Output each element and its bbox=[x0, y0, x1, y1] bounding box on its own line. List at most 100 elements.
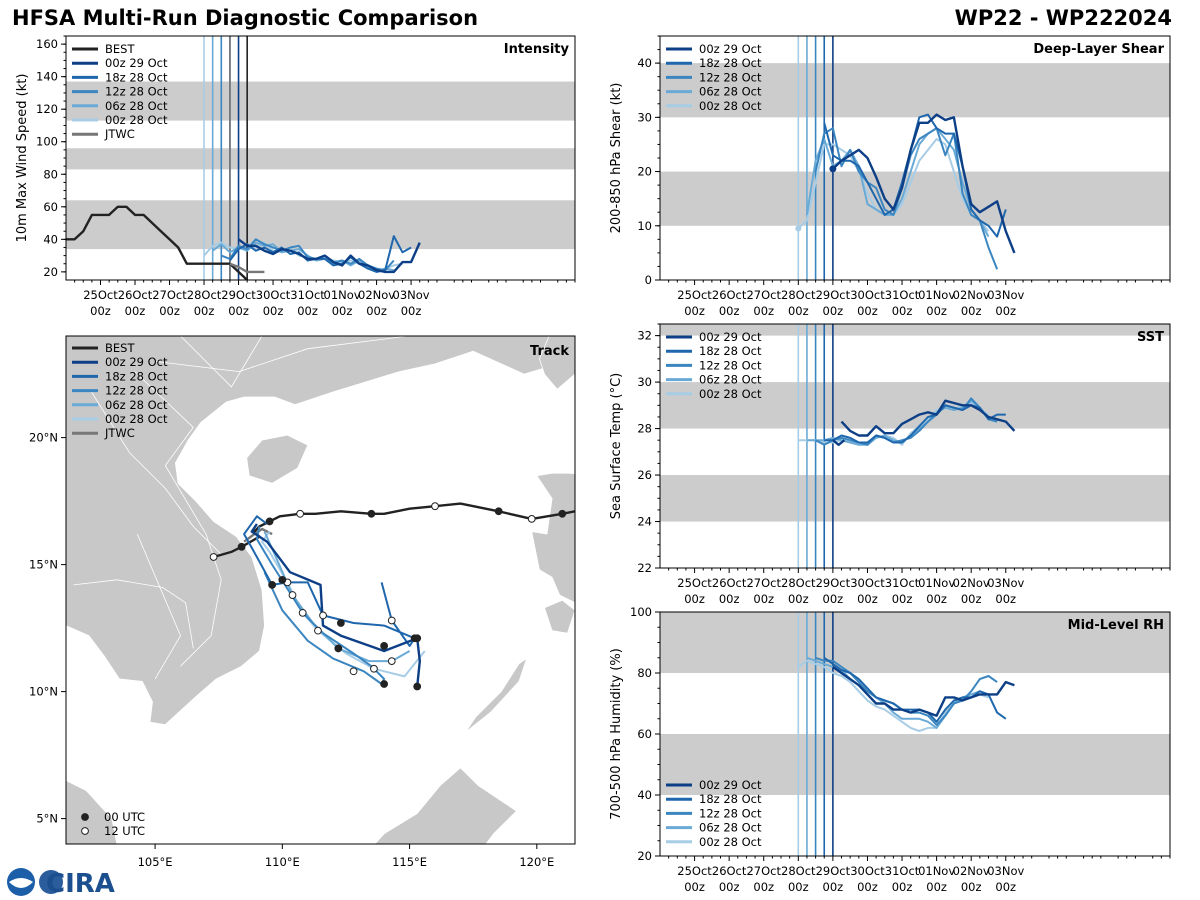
y-tick-label: 40 bbox=[637, 56, 652, 70]
threshold-band bbox=[66, 148, 575, 170]
x-tick-label: 26Oct bbox=[118, 288, 153, 302]
x-tick-label: 00z bbox=[995, 304, 1016, 318]
x-tick-label: 115°E bbox=[392, 855, 427, 869]
y-tick-label: 60 bbox=[43, 200, 58, 214]
x-tick-label: 00z bbox=[857, 592, 878, 606]
x-tick-label: 105°E bbox=[138, 855, 173, 869]
x-tick-label: 03Nov bbox=[987, 864, 1024, 878]
legend-label: 12 UTC bbox=[104, 824, 145, 838]
x-tick-label: 28Oct bbox=[781, 288, 816, 302]
x-tick-label: 00z bbox=[961, 304, 982, 318]
legend-label: 00z 28 Oct bbox=[699, 387, 762, 401]
x-tick-label: 31Oct bbox=[290, 288, 325, 302]
series-line bbox=[66, 205, 249, 280]
series-line bbox=[237, 238, 421, 274]
y-tick-label: 30 bbox=[637, 110, 652, 124]
y-tick-label: 15°N bbox=[29, 558, 58, 572]
legend-label: BEST bbox=[105, 341, 135, 355]
x-tick-label: 28Oct bbox=[187, 288, 222, 302]
x-tick-label: 00z bbox=[194, 304, 215, 318]
legend-label: 00z 28 Oct bbox=[699, 99, 762, 113]
x-tick-label: 00z bbox=[753, 592, 774, 606]
x-tick-label: 00z bbox=[857, 880, 878, 894]
y-tick-label: 100 bbox=[36, 135, 58, 149]
x-tick-label: 01Nov bbox=[918, 288, 955, 302]
x-tick-label: 25Oct bbox=[677, 288, 712, 302]
x-tick-label: 29Oct bbox=[816, 864, 851, 878]
panel-mid-level-rh: 20 40 60 80 100 25Oct 00z 26Oct 00z 27Oct 00z 28Oct… bbox=[609, 605, 1171, 894]
x-tick-label: 00z bbox=[366, 304, 387, 318]
threshold-band bbox=[660, 612, 1170, 673]
y-axis-label: 200-850 hPa Shear (kt) bbox=[609, 83, 624, 234]
legend-label: 18z 28 Oct bbox=[105, 70, 168, 84]
y-tick-label: 24 bbox=[637, 515, 652, 529]
y-tick-label: 80 bbox=[637, 666, 652, 680]
panel-deep-layer-shear: 0 10 20 30 40 25Oct 00z 26Oct 00z 27Oct 00z 28Oct 00… bbox=[609, 35, 1171, 318]
land-luzon bbox=[531, 336, 575, 604]
threshold-band bbox=[66, 81, 575, 121]
x-tick-label: 00z bbox=[892, 880, 913, 894]
x-tick-label: 02Nov bbox=[358, 288, 395, 302]
x-tick-label: 00z bbox=[823, 880, 844, 894]
x-tick-label: 00z bbox=[892, 592, 913, 606]
panel-track: 105°E 110°E 115°E 120°E 5°N 10°N 15°N 20°N Track… bbox=[29, 335, 576, 869]
panel-title: SST bbox=[1137, 330, 1164, 345]
border-line bbox=[91, 391, 222, 555]
y-tick-label: 20°N bbox=[29, 431, 58, 445]
y-tick-label: 30 bbox=[637, 375, 652, 389]
marker-00utc bbox=[268, 581, 277, 589]
y-tick-label: 40 bbox=[637, 788, 652, 802]
x-tick-label: 00z bbox=[823, 304, 844, 318]
x-tick-label: 03Nov bbox=[987, 288, 1024, 302]
legend-label: 00z 29 Oct bbox=[699, 330, 762, 344]
land-borneo bbox=[272, 767, 518, 844]
land-group bbox=[66, 336, 575, 844]
legend-label: 06z 28 Oct bbox=[699, 821, 762, 835]
x-tick-label: 28Oct bbox=[781, 576, 816, 590]
panel-sst: 22 24 26 28 30 32 25Oct 00z 26Oct 00z 27Oct 00z 28Oc… bbox=[609, 323, 1171, 606]
series-line bbox=[832, 665, 1015, 717]
x-tick-label: 00z bbox=[961, 592, 982, 606]
track-line bbox=[243, 515, 416, 647]
cira-logo: CIRA bbox=[7, 868, 115, 898]
threshold-band bbox=[660, 382, 1170, 429]
y-tick-label: 40 bbox=[43, 232, 58, 246]
x-tick-label: 27Oct bbox=[746, 288, 781, 302]
series-line bbox=[806, 656, 989, 729]
threshold-band bbox=[660, 63, 1170, 118]
series-line bbox=[823, 656, 1007, 723]
x-tick-label: 00z bbox=[961, 880, 982, 894]
x-tick-label: 31Oct bbox=[885, 576, 920, 590]
y-tick-label: 60 bbox=[637, 727, 652, 741]
y-axis-label: 10m Max Wind Speed (kt) bbox=[15, 74, 30, 243]
marker-12utc bbox=[319, 611, 327, 620]
x-tick-label: 27Oct bbox=[746, 576, 781, 590]
land-taiwan bbox=[538, 336, 575, 390]
series-line bbox=[832, 113, 1016, 254]
marker-12utc bbox=[314, 626, 322, 635]
x-tick-label: 01Nov bbox=[918, 576, 955, 590]
x-tick-label: 00z bbox=[159, 304, 180, 318]
y-tick-label: 22 bbox=[637, 561, 652, 575]
marker-12utc bbox=[298, 608, 307, 617]
x-tick-label: 03Nov bbox=[987, 576, 1024, 590]
marker-12utc bbox=[387, 616, 396, 625]
x-tick-label: 02Nov bbox=[953, 288, 990, 302]
threshold-band bbox=[660, 475, 1170, 522]
border-line bbox=[134, 371, 222, 667]
x-tick-label: 25Oct bbox=[677, 864, 712, 878]
x-tick-label: 00z bbox=[926, 880, 947, 894]
x-tick-label: 27Oct bbox=[152, 288, 187, 302]
x-tick-label: 29Oct bbox=[816, 288, 851, 302]
marker-00utc bbox=[367, 509, 376, 518]
legend-label: 12z 28 Oct bbox=[105, 85, 168, 99]
legend-label: 18z 28 Oct bbox=[699, 56, 762, 70]
legend-label: 06z 28 Oct bbox=[105, 99, 168, 113]
x-tick-label: 01Nov bbox=[324, 288, 361, 302]
x-tick-label: 26Oct bbox=[712, 864, 747, 878]
series-group bbox=[795, 113, 1016, 270]
x-tick-label: 00z bbox=[263, 304, 284, 318]
cira-globe-icon bbox=[39, 870, 63, 894]
y-tick-label: 100 bbox=[630, 605, 652, 619]
